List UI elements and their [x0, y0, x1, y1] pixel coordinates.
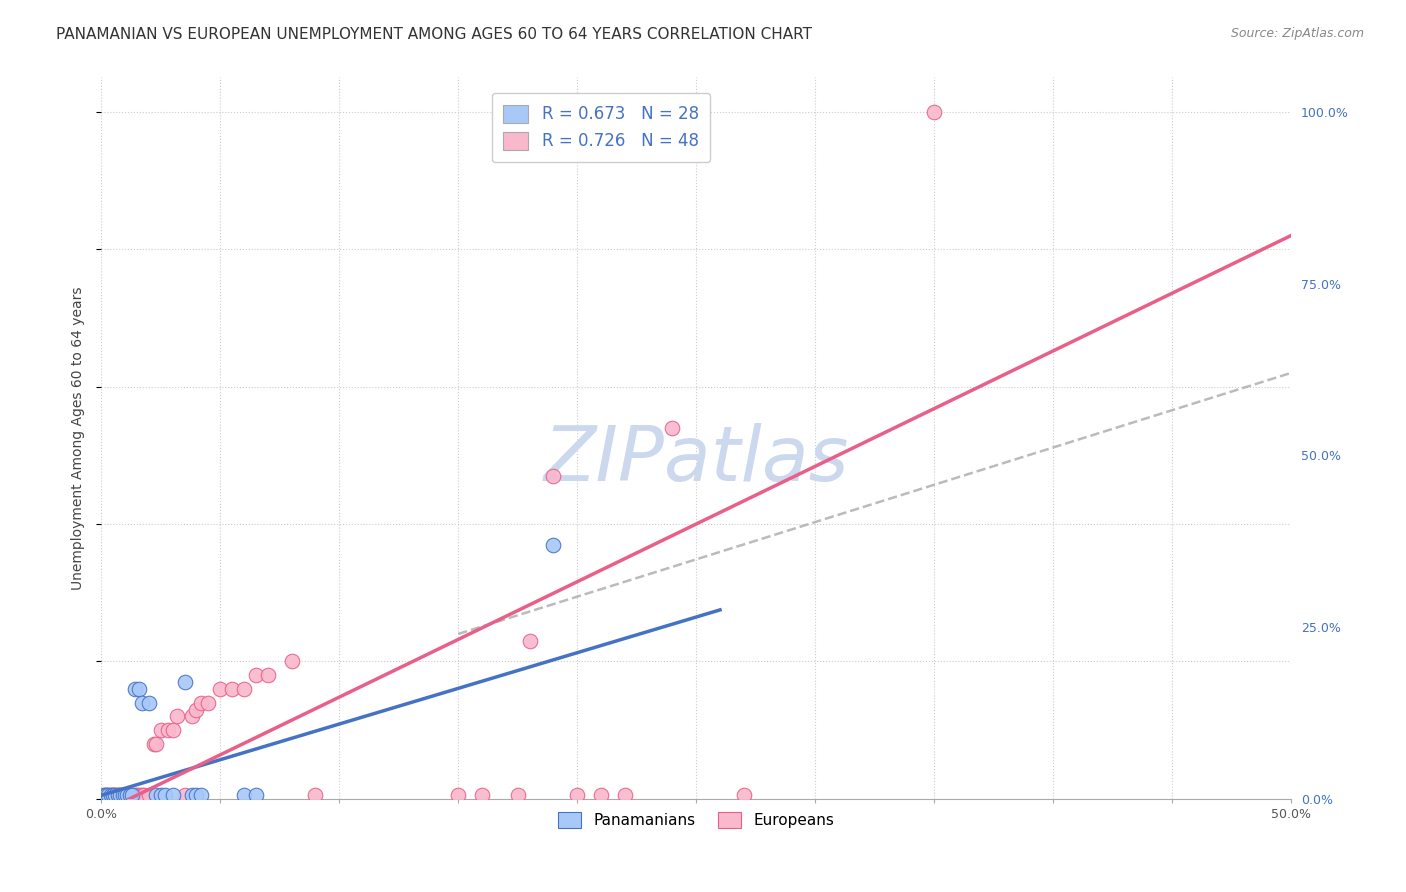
Point [221, 681, 243, 696]
Point [128, 681, 150, 696]
Point [145, 789, 167, 803]
Point [471, 789, 494, 803]
Point [304, 789, 326, 803]
Point [589, 789, 612, 803]
Point [197, 696, 219, 710]
Point [447, 789, 470, 803]
Point [661, 421, 683, 435]
Point [149, 789, 172, 803]
Point [101, 789, 124, 803]
Point [100, 789, 122, 803]
Point [111, 789, 134, 803]
Point [209, 681, 232, 696]
Point [519, 633, 541, 648]
Point [922, 104, 945, 119]
Point [121, 789, 143, 803]
Point [149, 723, 172, 738]
Point [138, 696, 160, 710]
Point [613, 789, 636, 803]
Point [104, 789, 127, 803]
Point [107, 789, 129, 803]
Point [180, 709, 202, 723]
Point [155, 789, 177, 803]
Point [94, 789, 117, 803]
Point [506, 789, 529, 803]
Point [97, 789, 120, 803]
Point [118, 789, 141, 803]
Point [142, 737, 165, 751]
Point [97, 789, 120, 803]
Point [131, 789, 153, 803]
Point [166, 709, 188, 723]
Point [173, 789, 195, 803]
Point [117, 789, 139, 803]
Point [173, 675, 195, 690]
Point [118, 789, 141, 803]
Point [543, 538, 565, 552]
Point [186, 702, 208, 716]
Point [543, 469, 565, 483]
Point [132, 789, 155, 803]
Point [190, 696, 212, 710]
Point [117, 789, 139, 803]
Point [128, 789, 150, 803]
Point [145, 737, 167, 751]
Point [111, 789, 134, 803]
Point [162, 723, 184, 738]
Point [104, 789, 127, 803]
Point [156, 723, 179, 738]
Text: ZIPatlas: ZIPatlas [544, 423, 849, 497]
Point [733, 789, 755, 803]
Point [101, 789, 124, 803]
Point [93, 789, 115, 803]
Point [131, 696, 153, 710]
Point [138, 789, 160, 803]
Point [245, 789, 267, 803]
Point [567, 789, 589, 803]
Point [180, 789, 202, 803]
Text: Source: ZipAtlas.com: Source: ZipAtlas.com [1230, 27, 1364, 40]
Point [233, 789, 256, 803]
Point [124, 681, 146, 696]
Point [233, 681, 256, 696]
Point [190, 789, 212, 803]
Point [100, 789, 122, 803]
Point [114, 789, 136, 803]
Point [110, 789, 132, 803]
Text: PANAMANIAN VS EUROPEAN UNEMPLOYMENT AMONG AGES 60 TO 64 YEARS CORRELATION CHART: PANAMANIAN VS EUROPEAN UNEMPLOYMENT AMON… [56, 27, 813, 42]
Point [124, 789, 146, 803]
Point [245, 668, 267, 682]
Point [162, 789, 184, 803]
Point [110, 789, 132, 803]
Point [93, 789, 115, 803]
Legend: Panamanians, Europeans: Panamanians, Europeans [553, 805, 841, 835]
Point [107, 789, 129, 803]
Point [280, 655, 302, 669]
Point [121, 789, 143, 803]
Point [114, 789, 136, 803]
Point [256, 668, 278, 682]
Point [125, 789, 148, 803]
Point [94, 789, 117, 803]
Y-axis label: Unemployment Among Ages 60 to 64 years: Unemployment Among Ages 60 to 64 years [72, 286, 86, 590]
Point [186, 789, 208, 803]
